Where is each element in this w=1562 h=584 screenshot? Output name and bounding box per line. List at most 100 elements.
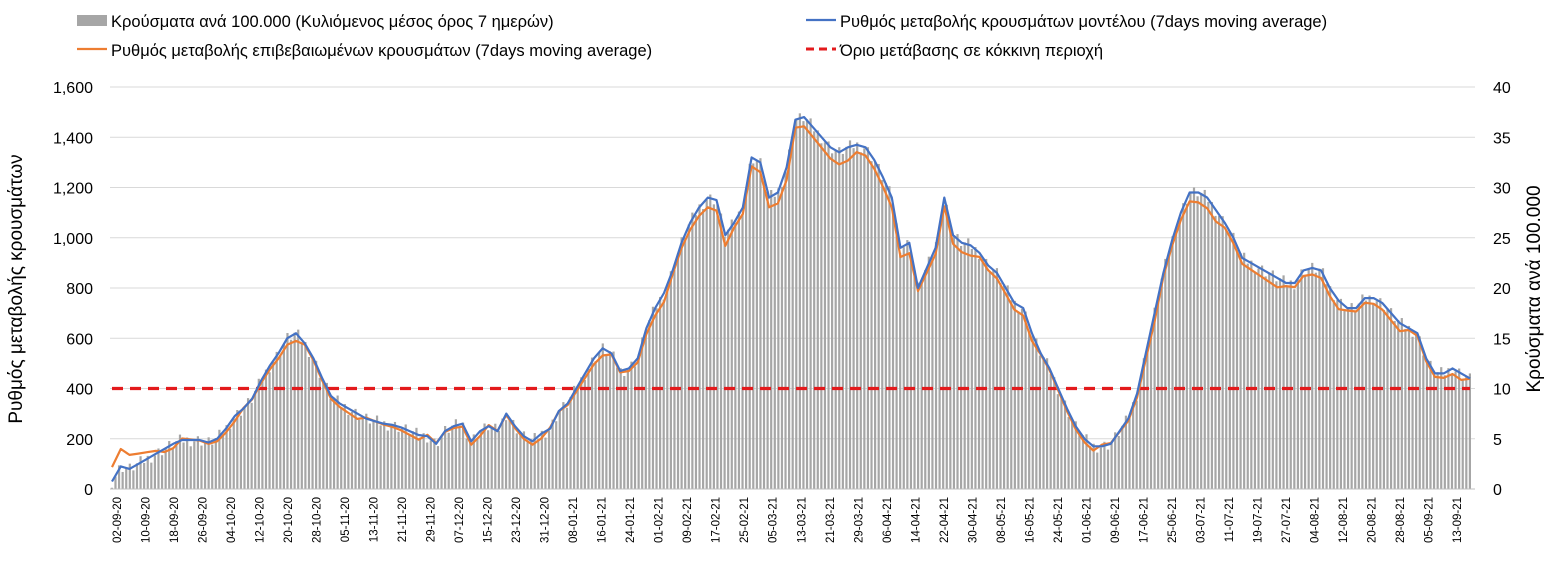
case-bar <box>117 465 121 489</box>
case-bar <box>816 130 819 490</box>
case-bar <box>927 256 930 489</box>
case-bar <box>945 204 948 489</box>
case-bar <box>949 228 952 489</box>
case-bar <box>1318 268 1321 489</box>
case-bar <box>959 245 963 489</box>
y-right-tick-label: 30 <box>1493 181 1511 198</box>
case-bar <box>465 438 468 489</box>
case-bar <box>1160 278 1163 489</box>
case-bar <box>315 360 318 489</box>
case-bar <box>719 213 723 489</box>
case-bar <box>483 423 486 489</box>
case-bar <box>1067 417 1070 489</box>
case-bar <box>630 361 633 489</box>
y-left-tick-label: 400 <box>66 382 93 399</box>
case-bar <box>193 441 196 489</box>
x-tick-label: 01-06-21 <box>1081 497 1093 543</box>
case-bar <box>1056 394 1059 489</box>
case-bar <box>329 398 332 489</box>
case-bar <box>956 234 959 489</box>
case-bar <box>189 446 192 489</box>
case-bar <box>583 379 586 489</box>
legend-swatch-bars <box>77 15 107 26</box>
case-bar <box>626 369 629 489</box>
x-tick-label: 08-05-21 <box>996 497 1008 543</box>
case-bar <box>770 190 773 489</box>
x-tick-label: 18-09-20 <box>169 497 181 543</box>
case-bar <box>1429 360 1432 489</box>
case-bar <box>813 131 816 489</box>
case-bar <box>451 425 454 489</box>
case-bar <box>1264 276 1267 489</box>
case-bar <box>1131 402 1135 489</box>
case-bar <box>1167 254 1171 489</box>
case-bar <box>1171 236 1174 489</box>
y-left-tick-label: 1,600 <box>53 80 93 97</box>
x-tick-label: 13-09-21 <box>1452 497 1464 543</box>
case-bar <box>411 431 414 489</box>
case-bar <box>727 229 730 489</box>
case-bar <box>236 410 239 489</box>
case-bar <box>999 283 1002 489</box>
case-bar <box>110 487 113 489</box>
case-bar <box>798 113 801 490</box>
case-bar <box>1139 379 1142 489</box>
x-tick-label: 05-11-20 <box>340 497 352 542</box>
case-bar <box>788 149 791 490</box>
case-bar <box>992 269 995 489</box>
case-bar <box>433 438 436 489</box>
case-bar <box>125 467 128 489</box>
case-bar <box>1257 268 1260 489</box>
case-bar <box>666 285 669 489</box>
case-bar <box>1106 449 1110 489</box>
y-right-tick-label: 5 <box>1493 432 1502 449</box>
case-bar <box>1185 203 1188 490</box>
case-bar <box>160 455 164 489</box>
case-bar <box>250 402 253 489</box>
case-bar <box>336 395 339 489</box>
case-bar <box>476 439 479 489</box>
case-bar <box>902 247 905 489</box>
case-bar <box>1293 289 1296 489</box>
model-rate-line <box>111 116 1471 483</box>
case-bar <box>526 442 529 489</box>
x-tick-label: 22-04-21 <box>939 497 951 543</box>
case-bar <box>268 372 271 489</box>
case-bar <box>1010 300 1013 489</box>
case-bar <box>1200 192 1203 489</box>
case-bar <box>942 204 945 489</box>
x-tick-label: 31-12-20 <box>540 497 552 543</box>
x-tick-label: 02-09-20 <box>112 497 124 543</box>
case-bar <box>759 158 762 489</box>
case-bar <box>938 230 941 490</box>
legend: Κρούσματα ανά 100.000 (Κυλιόμενος μέσος … <box>77 13 1327 60</box>
case-bar <box>662 299 665 489</box>
case-bar <box>1178 217 1181 489</box>
x-tick-label: 11-07-21 <box>1224 497 1236 542</box>
case-bar <box>128 463 131 489</box>
case-bar <box>186 437 189 489</box>
x-tick-label: 20-08-21 <box>1367 497 1379 543</box>
case-bar <box>146 455 149 489</box>
case-bar <box>254 390 257 489</box>
case-bar <box>741 214 744 489</box>
case-bar <box>1278 278 1282 489</box>
case-bar <box>684 237 687 489</box>
case-bar <box>899 252 902 489</box>
case-bar <box>644 333 647 489</box>
case-bar <box>408 434 411 489</box>
case-bar <box>426 442 429 489</box>
case-bar <box>221 434 225 489</box>
bar-series <box>110 113 1471 490</box>
case-bar <box>917 282 920 489</box>
case-bar <box>494 423 497 489</box>
case-bar <box>429 440 432 489</box>
case-bar <box>1031 335 1034 489</box>
x-tick-label: 16-01-21 <box>597 497 609 543</box>
x-tick-label: 28-08-21 <box>1395 497 1407 543</box>
case-bar <box>1024 311 1027 489</box>
case-bar <box>401 427 404 489</box>
x-tick-label: 23-12-20 <box>511 497 523 543</box>
case-bar <box>633 366 637 489</box>
case-bar <box>1099 447 1102 489</box>
